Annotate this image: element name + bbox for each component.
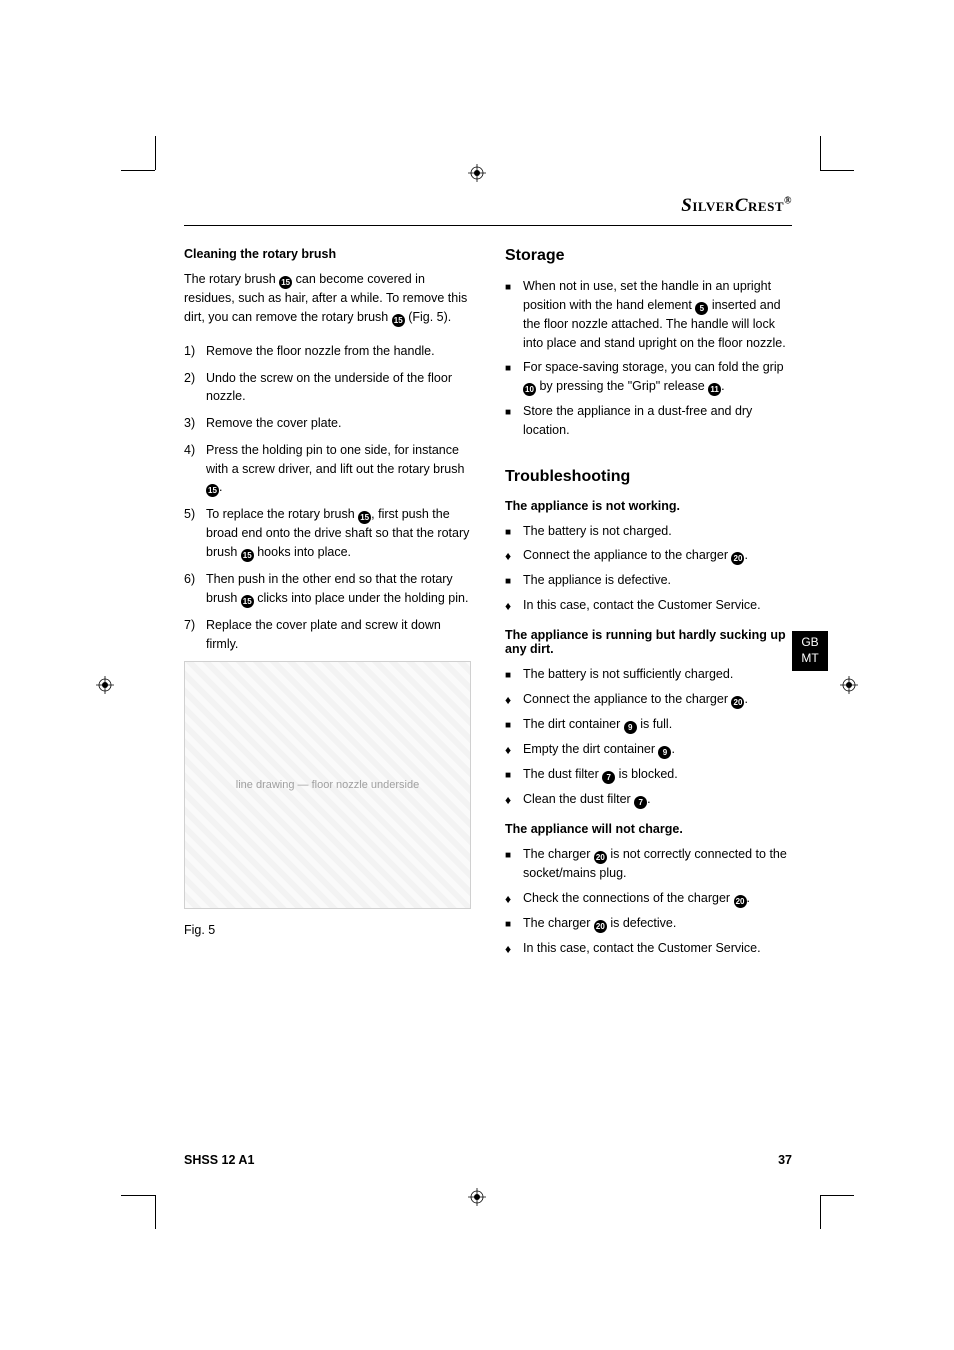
ref-7-icon: 7 bbox=[634, 796, 647, 809]
left-column: Cleaning the rotary brush The rotary bru… bbox=[184, 247, 471, 964]
ts1-list: ■The appliance is defective. bbox=[505, 571, 792, 590]
ref-20-icon: 20 bbox=[594, 851, 607, 864]
ref-9-icon: 9 bbox=[658, 746, 671, 759]
storage-heading: Storage bbox=[505, 247, 792, 265]
ref-11-icon: 11 bbox=[708, 383, 721, 396]
step-2: 2)Undo the screw on the underside of the… bbox=[184, 369, 471, 407]
crop-mark bbox=[121, 170, 155, 171]
ts1-list: ♦In this case, contact the Customer Serv… bbox=[505, 596, 792, 615]
model-number: SHSS 12 A1 bbox=[184, 1153, 254, 1167]
ref-20-icon: 20 bbox=[731, 552, 744, 565]
registration-mark-icon bbox=[468, 164, 486, 182]
step-4: 4)Press the holding pin to one side, for… bbox=[184, 441, 471, 498]
page-footer: SHSS 12 A1 37 bbox=[184, 1153, 792, 1167]
lang-code-2: MT bbox=[801, 651, 818, 667]
cleaning-steps: 1)Remove the floor nozzle from the handl… bbox=[184, 342, 471, 654]
cleaning-heading: Cleaning the rotary brush bbox=[184, 247, 471, 261]
step-3: 3)Remove the cover plate. bbox=[184, 414, 471, 433]
header-rule bbox=[184, 225, 792, 226]
list-item: ■The battery is not sufficiently charged… bbox=[505, 665, 792, 684]
language-tab: GB MT bbox=[792, 631, 828, 671]
step-5: 5)To replace the rotary brush 15, first … bbox=[184, 505, 471, 562]
ref-15-icon: 15 bbox=[392, 314, 405, 327]
ref-20-icon: 20 bbox=[734, 895, 747, 908]
storage-item-1: ■When not in use, set the handle in an u… bbox=[505, 277, 792, 352]
registration-mark-icon bbox=[840, 676, 858, 694]
list-item: ■The charger 20 is not correctly connect… bbox=[505, 845, 792, 883]
storage-list: ■When not in use, set the handle in an u… bbox=[505, 277, 792, 440]
list-item: ♦In this case, contact the Customer Serv… bbox=[505, 939, 792, 958]
crop-mark bbox=[820, 1195, 821, 1229]
brand-logo: SilverCrest® bbox=[681, 195, 792, 217]
storage-item-2: ■For space-saving storage, you can fold … bbox=[505, 358, 792, 396]
registration-mark-icon bbox=[96, 676, 114, 694]
list-item: ■The battery is not charged. bbox=[505, 522, 792, 541]
list-item: ♦Empty the dirt container 9. bbox=[505, 740, 792, 759]
ref-10-icon: 10 bbox=[523, 383, 536, 396]
step-6: 6)Then push in the other end so that the… bbox=[184, 570, 471, 608]
ref-15-icon: 15 bbox=[241, 549, 254, 562]
registration-mark-icon bbox=[468, 1188, 486, 1206]
ref-20-icon: 20 bbox=[594, 920, 607, 933]
ts1-list: ♦Connect the appliance to the charger 20… bbox=[505, 546, 792, 565]
list-item: ■The dirt container 9 is full. bbox=[505, 715, 792, 734]
crop-mark bbox=[155, 136, 156, 170]
crop-mark bbox=[820, 170, 854, 171]
figure-5-caption: Fig. 5 bbox=[184, 923, 471, 937]
troubleshooting-heading: Troubleshooting bbox=[505, 468, 792, 486]
figure-5-illustration: line drawing — floor nozzle underside bbox=[184, 661, 471, 909]
list-item: ♦In this case, contact the Customer Serv… bbox=[505, 596, 792, 615]
ref-15-icon: 15 bbox=[241, 595, 254, 608]
cleaning-intro: The rotary brush 15 can become covered i… bbox=[184, 270, 471, 327]
ref-9-icon: 9 bbox=[624, 721, 637, 734]
ref-15-icon: 15 bbox=[206, 484, 219, 497]
ts2-heading: The appliance is running but hardly suck… bbox=[505, 628, 792, 656]
crop-mark bbox=[820, 136, 821, 170]
list-item: ♦Connect the appliance to the charger 20… bbox=[505, 546, 792, 565]
ref-20-icon: 20 bbox=[731, 696, 744, 709]
list-item: ■The charger 20 is defective. bbox=[505, 914, 792, 933]
ref-7-icon: 7 bbox=[602, 771, 615, 784]
list-item: ♦Check the connections of the charger 20… bbox=[505, 889, 792, 908]
ref-15-icon: 15 bbox=[279, 276, 292, 289]
ref-5-icon: 5 bbox=[695, 302, 708, 315]
page-number: 37 bbox=[778, 1153, 792, 1167]
step-7: 7)Replace the cover plate and screw it d… bbox=[184, 616, 471, 654]
crop-mark bbox=[820, 1195, 854, 1196]
list-item: ♦Clean the dust filter 7. bbox=[505, 790, 792, 809]
crop-mark bbox=[121, 1195, 155, 1196]
list-item: ■The dust filter 7 is blocked. bbox=[505, 765, 792, 784]
lang-code-1: GB bbox=[801, 635, 818, 651]
list-item: ■The appliance is defective. bbox=[505, 571, 792, 590]
ts3-heading: The appliance will not charge. bbox=[505, 822, 792, 836]
ref-15-icon: 15 bbox=[358, 511, 371, 524]
right-column: Storage ■When not in use, set the handle… bbox=[505, 247, 792, 964]
list-item: ♦Connect the appliance to the charger 20… bbox=[505, 690, 792, 709]
ts1-list: ■The battery is not charged. bbox=[505, 522, 792, 541]
storage-item-3: ■Store the appliance in a dust-free and … bbox=[505, 402, 792, 440]
step-1: 1)Remove the floor nozzle from the handl… bbox=[184, 342, 471, 361]
crop-mark bbox=[155, 1195, 156, 1229]
ts1-heading: The appliance is not working. bbox=[505, 499, 792, 513]
